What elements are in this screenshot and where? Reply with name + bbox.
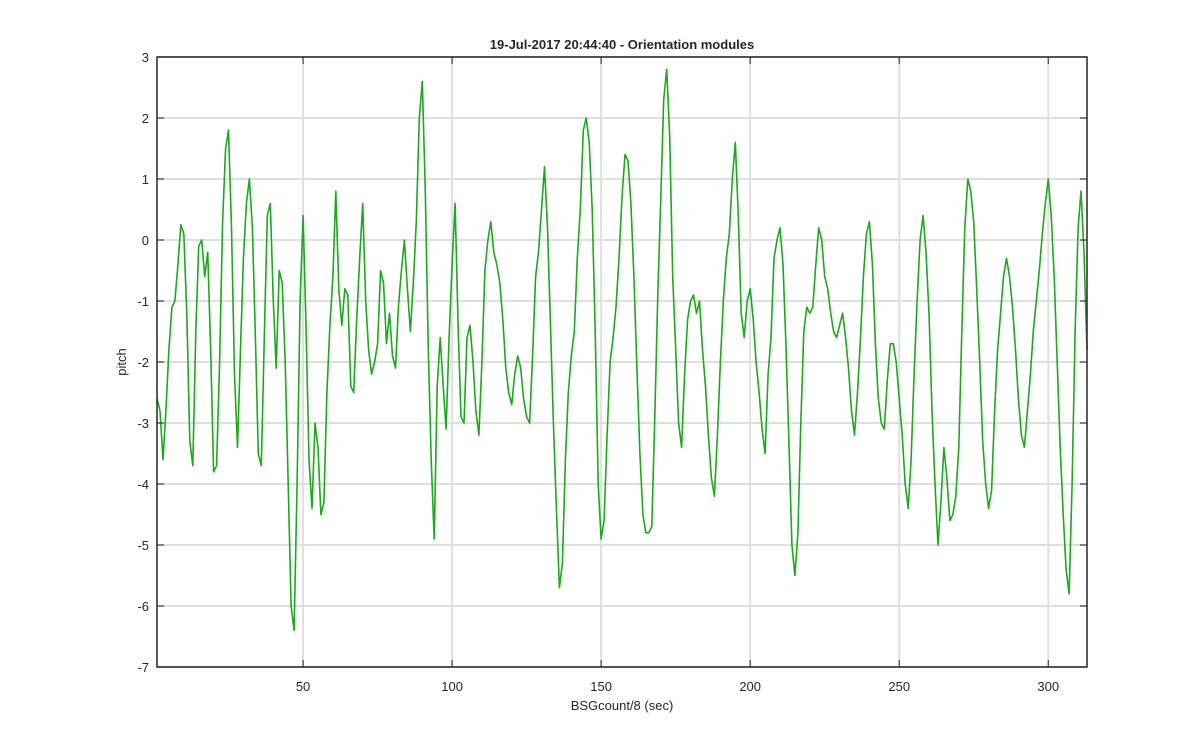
- y-tick-label: 1: [142, 172, 149, 187]
- y-tick-label: 3: [142, 50, 149, 65]
- y-tick-label: -7: [137, 660, 149, 675]
- x-tick-label: 200: [739, 679, 761, 694]
- pitch-series-line: [156, 68, 1088, 632]
- x-tick-label: 300: [1037, 679, 1059, 694]
- ticks: 50 100 150 200 250 300 -7 -6 -5 -4 -3 -2 -1 0 1 2 3: [137, 50, 1087, 694]
- y-tick-label: 2: [142, 111, 149, 126]
- y-axis-label: pitch: [114, 348, 129, 375]
- x-tick-label: 250: [888, 679, 910, 694]
- x-tick-label: 100: [441, 679, 463, 694]
- chart-title: 19-Jul-2017 20:44:40 - Orientation modul…: [490, 37, 754, 52]
- x-tick-label: 50: [296, 679, 310, 694]
- x-tick-label: 150: [590, 679, 612, 694]
- x-axis-label: BSGcount/8 (sec): [571, 698, 674, 713]
- y-tick-label: -1: [137, 294, 149, 309]
- y-tick-label: -3: [137, 416, 149, 431]
- y-tick-label: -5: [137, 538, 149, 553]
- y-tick-label: -6: [137, 599, 149, 614]
- grid: [157, 56, 1087, 668]
- y-tick-label: -4: [137, 477, 149, 492]
- plot-area: [156, 68, 1088, 632]
- y-tick-label: 0: [142, 233, 149, 248]
- y-tick-label: -2: [137, 355, 149, 370]
